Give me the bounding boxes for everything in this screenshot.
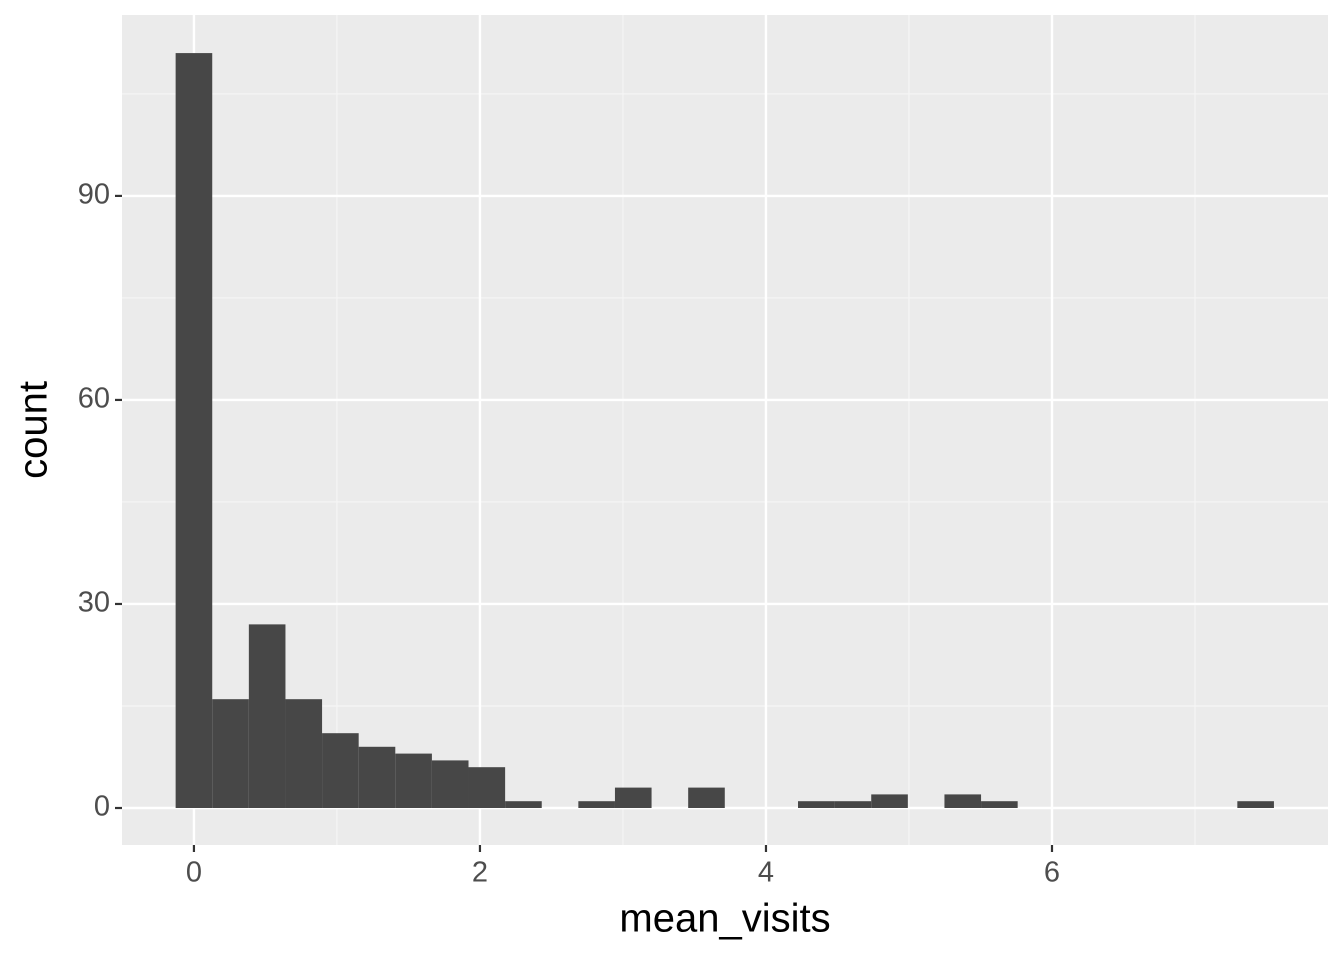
bar: [248, 624, 286, 809]
y-axis-title: count: [12, 381, 56, 479]
x-tick-label: 2: [472, 857, 488, 889]
y-tick-label: 0: [94, 791, 110, 823]
panel-background: [122, 15, 1328, 845]
bar: [944, 794, 982, 809]
bar: [834, 801, 872, 809]
x-tick-label: 6: [1044, 857, 1060, 889]
bar: [175, 53, 213, 809]
bar: [614, 787, 652, 809]
bars: [175, 53, 1274, 809]
y-tick-label: 90: [78, 179, 110, 211]
bar: [395, 753, 432, 809]
bar: [468, 767, 506, 809]
x-axis-title: mean_visits: [619, 897, 830, 941]
x-tick-label: 0: [186, 857, 202, 889]
x-tick-label: 4: [758, 857, 774, 889]
bar: [431, 760, 469, 809]
bar: [285, 699, 323, 809]
bar: [578, 801, 615, 809]
bar: [212, 699, 249, 809]
bar: [981, 801, 1018, 809]
bar: [798, 801, 835, 809]
bar: [1237, 801, 1274, 809]
y-tick-label: 60: [78, 383, 110, 415]
bar: [505, 801, 542, 809]
bar: [322, 733, 359, 809]
bar: [871, 794, 908, 809]
bar: [358, 746, 396, 809]
y-tick-label: 30: [78, 587, 110, 619]
bar: [688, 787, 725, 809]
